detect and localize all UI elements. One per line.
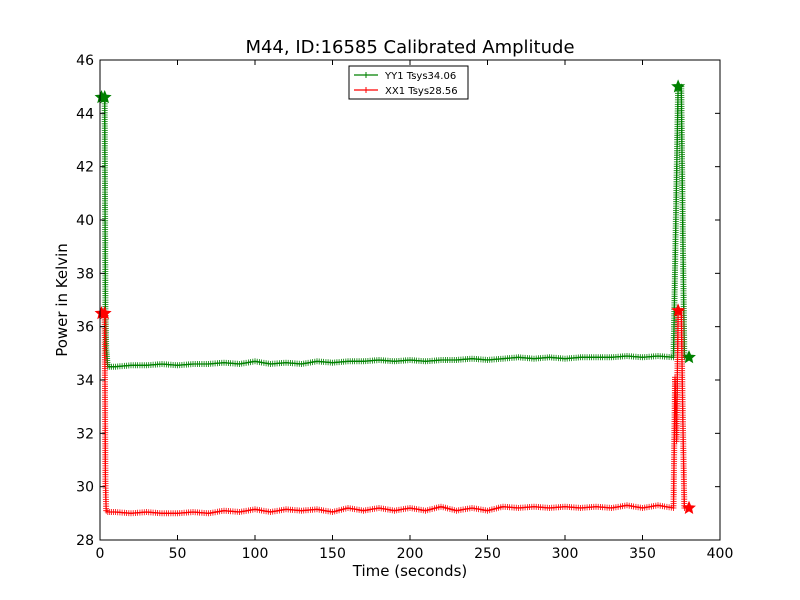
series-line [101,86,689,368]
series-xx1 [94,303,696,517]
y-tick-label: 44 [76,106,94,122]
x-tick-label: 100 [242,546,269,562]
x-tick-label: 50 [169,546,187,562]
x-axis-title: Time (seconds) [352,562,468,580]
y-tick-label: 42 [76,160,94,176]
star-marker [682,500,696,514]
plot-area [94,79,696,517]
legend-label: YY1 Tsys34.06 [384,71,456,82]
x-tick-label: 200 [397,546,424,562]
star-marker [671,79,686,93]
x-tick-label: 0 [96,546,105,562]
series-yy1 [94,79,696,370]
legend-label: XX1 Tsys28.56 [385,86,458,97]
y-tick-label: 32 [76,426,94,442]
legend-marker [363,72,369,78]
legend-marker [363,87,369,93]
y-tick-label: 30 [76,480,94,496]
chart-title: M44, ID:16585 Calibrated Amplitude [245,37,574,58]
x-tick-label: 350 [629,546,656,562]
plot-frame [99,59,721,541]
y-tick-label: 40 [76,213,94,229]
y-tick-label: 28 [76,533,94,549]
star-marker [671,303,686,317]
y-tick-label: 34 [76,373,94,389]
series-line [101,310,689,514]
y-axis-title: Power in Kelvin [53,243,71,357]
y-tick-label: 36 [76,320,94,336]
x-tick-label: 300 [552,546,579,562]
x-tick-label: 150 [319,546,346,562]
legend: YY1 Tsys34.06 XX1 Tsys28.56 [348,65,469,100]
x-tick-label: 250 [474,546,501,562]
x-tick-label: 400 [707,546,734,562]
y-tick-label: 38 [76,266,94,282]
y-tick-label: 46 [76,53,94,69]
axis-ticks: 0 50 100 150 200 250 300 350 400 28 30 32 34 36 38 40 42… [76,53,733,562]
legend-frame [348,65,469,100]
